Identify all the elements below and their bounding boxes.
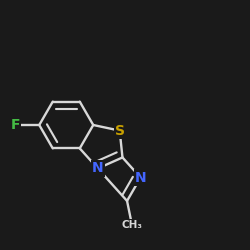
Text: N: N (92, 162, 104, 175)
Text: N: N (135, 170, 146, 184)
Text: CH₃: CH₃ (122, 220, 142, 230)
Text: S: S (115, 124, 125, 138)
Text: F: F (11, 118, 20, 132)
